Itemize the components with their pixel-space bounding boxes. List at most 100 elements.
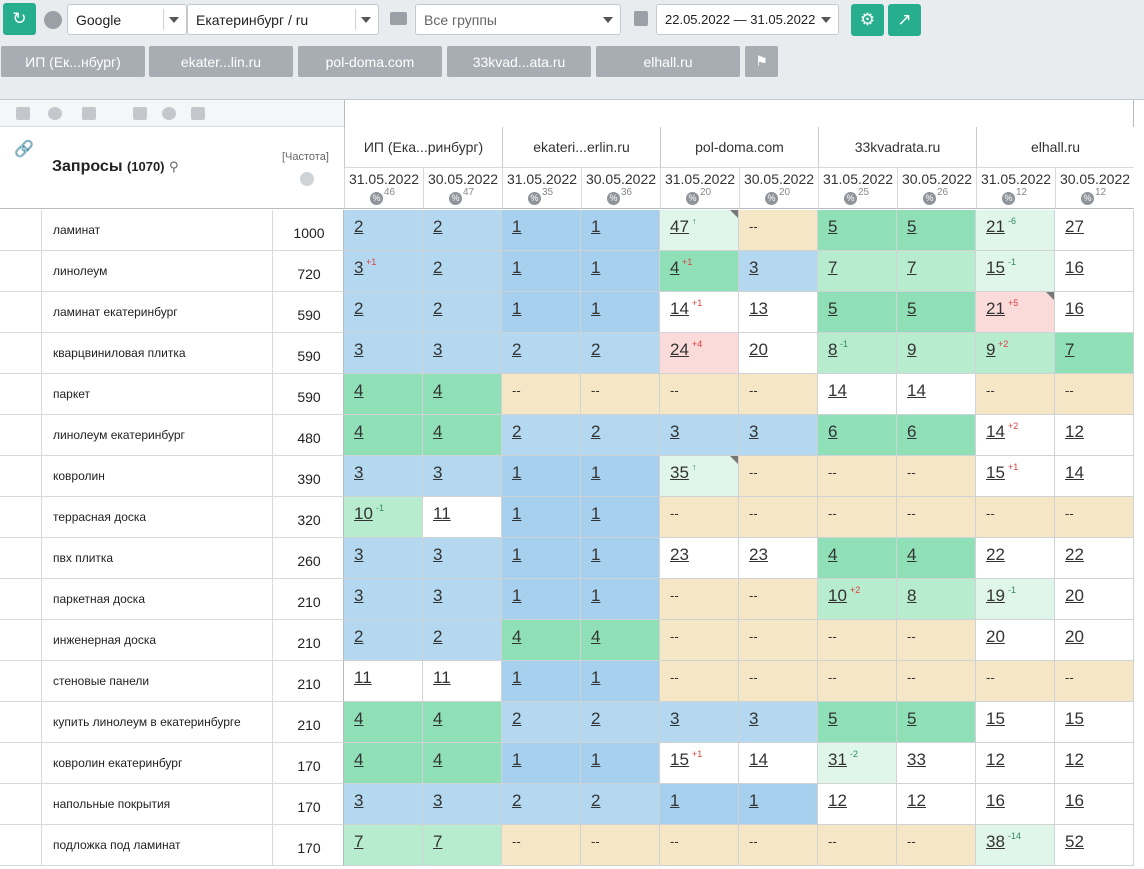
- position-value[interactable]: 11: [433, 668, 451, 687]
- position-cell[interactable]: 4: [502, 620, 581, 661]
- position-value[interactable]: 1: [670, 791, 680, 810]
- position-value[interactable]: 14: [828, 381, 847, 400]
- position-value[interactable]: 7: [433, 832, 443, 851]
- position-cell[interactable]: 11: [423, 497, 502, 538]
- position-value[interactable]: 2: [591, 709, 601, 728]
- position-cell[interactable]: 7: [344, 825, 423, 866]
- position-cell[interactable]: 1: [502, 210, 581, 251]
- position-value[interactable]: 15: [986, 258, 1005, 277]
- query-text[interactable]: стеновые панели: [42, 661, 273, 702]
- position-value[interactable]: 2: [354, 217, 364, 236]
- position-value[interactable]: 2: [433, 217, 443, 236]
- position-value[interactable]: 3: [354, 586, 364, 605]
- position-cell[interactable]: 15: [976, 702, 1055, 743]
- position-cell[interactable]: 12: [1055, 415, 1134, 456]
- position-value[interactable]: 21: [986, 217, 1005, 236]
- position-value[interactable]: 3: [433, 791, 443, 810]
- position-cell[interactable]: 1: [502, 292, 581, 333]
- position-cell[interactable]: 9 +2: [976, 333, 1055, 374]
- position-value[interactable]: 19: [986, 586, 1005, 605]
- position-value[interactable]: 14: [749, 750, 768, 769]
- position-cell[interactable]: 3: [344, 784, 423, 825]
- position-cell[interactable]: 4: [344, 374, 423, 415]
- query-text[interactable]: кварцвиниловая плитка: [42, 333, 273, 374]
- position-cell[interactable]: --: [897, 825, 976, 866]
- row-checkbox-cell[interactable]: [0, 415, 42, 456]
- position-value[interactable]: 47: [670, 217, 689, 236]
- position-cell[interactable]: --: [818, 661, 897, 702]
- position-value[interactable]: 4: [433, 381, 443, 400]
- position-cell[interactable]: 1: [502, 743, 581, 784]
- position-value[interactable]: 4: [354, 422, 364, 441]
- position-value[interactable]: 4: [907, 545, 917, 564]
- position-value[interactable]: 15: [1065, 709, 1084, 728]
- position-value[interactable]: 3: [433, 545, 443, 564]
- position-value[interactable]: 3: [354, 791, 364, 810]
- position-cell[interactable]: --: [976, 374, 1055, 415]
- position-value[interactable]: 3: [354, 258, 364, 277]
- position-cell[interactable]: 23: [739, 538, 818, 579]
- position-value[interactable]: 2: [512, 340, 522, 359]
- position-value[interactable]: 3: [354, 463, 364, 482]
- date-column-header[interactable]: 30.05.2022% 36: [581, 168, 660, 209]
- row-checkbox-cell[interactable]: [0, 825, 42, 866]
- position-value[interactable]: 1: [512, 258, 522, 277]
- position-cell[interactable]: 5: [897, 210, 976, 251]
- position-cell[interactable]: 2: [502, 784, 581, 825]
- position-value[interactable]: 1: [512, 217, 522, 236]
- position-value[interactable]: 1: [512, 750, 522, 769]
- position-value[interactable]: 2: [591, 422, 601, 441]
- site-tab-1[interactable]: ИП (Ек...нбург): [1, 46, 145, 77]
- position-cell[interactable]: 4: [423, 374, 502, 415]
- position-cell[interactable]: 2: [423, 620, 502, 661]
- position-cell[interactable]: 21 +5: [976, 292, 1055, 333]
- position-value[interactable]: 12: [828, 791, 847, 810]
- position-cell[interactable]: 4: [423, 415, 502, 456]
- position-cell[interactable]: 4: [581, 620, 660, 661]
- position-cell[interactable]: 1: [502, 538, 581, 579]
- row-checkbox-cell[interactable]: [0, 497, 42, 538]
- position-value[interactable]: 27: [1065, 217, 1084, 236]
- position-value[interactable]: 5: [907, 217, 917, 236]
- position-cell[interactable]: 1: [581, 743, 660, 784]
- position-value[interactable]: 4: [591, 627, 601, 646]
- query-text[interactable]: инженерная доска: [42, 620, 273, 661]
- position-cell[interactable]: 19 -1: [976, 579, 1055, 620]
- position-cell[interactable]: 4: [423, 702, 502, 743]
- position-cell[interactable]: --: [1055, 497, 1134, 538]
- position-cell[interactable]: 23: [660, 538, 739, 579]
- position-cell[interactable]: --: [818, 825, 897, 866]
- position-value[interactable]: 4: [433, 750, 443, 769]
- sort-icon[interactable]: [16, 107, 30, 120]
- query-text[interactable]: ламинат екатеринбург: [42, 292, 273, 333]
- position-value[interactable]: 2: [433, 258, 443, 277]
- position-value[interactable]: 1: [512, 545, 522, 564]
- position-cell[interactable]: 2: [344, 292, 423, 333]
- position-cell[interactable]: 6: [897, 415, 976, 456]
- position-value[interactable]: 24: [670, 340, 689, 359]
- position-value[interactable]: 1: [749, 791, 759, 810]
- position-cell[interactable]: 12: [818, 784, 897, 825]
- position-cell[interactable]: --: [739, 825, 818, 866]
- position-cell[interactable]: 2: [502, 702, 581, 743]
- position-value[interactable]: 5: [828, 217, 838, 236]
- row-checkbox-cell[interactable]: [0, 538, 42, 579]
- position-cell[interactable]: 2: [423, 251, 502, 292]
- region-select[interactable]: Екатеринбург / ru: [187, 4, 379, 35]
- position-value[interactable]: 1: [591, 545, 601, 564]
- position-value[interactable]: 23: [670, 545, 689, 564]
- position-cell[interactable]: --: [739, 661, 818, 702]
- query-text[interactable]: ковролин екатеринбург: [42, 743, 273, 784]
- position-value[interactable]: 3: [354, 545, 364, 564]
- position-cell[interactable]: 7: [818, 251, 897, 292]
- position-cell[interactable]: 1: [581, 251, 660, 292]
- site-column-header[interactable]: ekateri...erlin.ru: [502, 127, 660, 168]
- position-value[interactable]: 2: [433, 299, 443, 318]
- date-column-header[interactable]: 31.05.2022% 12: [976, 168, 1055, 209]
- position-value[interactable]: 1: [591, 463, 601, 482]
- position-cell[interactable]: --: [897, 620, 976, 661]
- position-cell[interactable]: 1: [502, 251, 581, 292]
- position-value[interactable]: 8: [828, 340, 838, 359]
- frequency-header[interactable]: [Частота]: [282, 151, 329, 163]
- query-text[interactable]: паркетная доска: [42, 579, 273, 620]
